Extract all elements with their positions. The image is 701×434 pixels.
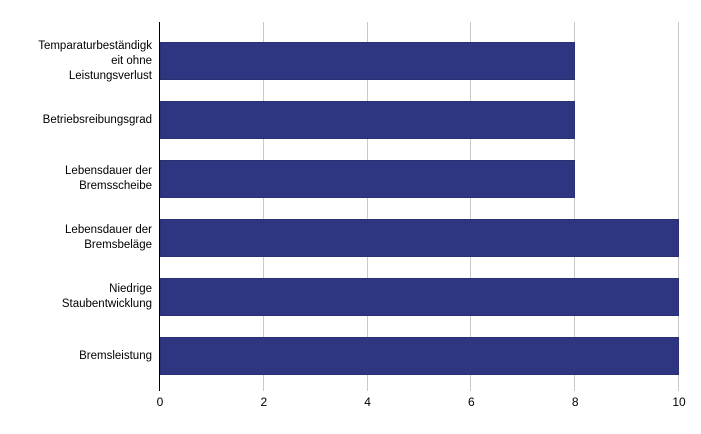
category-axis-labels: Temparaturbeständigk eit ohne Leistungsv… <box>0 22 152 411</box>
gridline-x-10 <box>678 22 679 391</box>
category-label: Niedrige Staubentwicklung <box>61 283 152 310</box>
bar <box>160 160 576 198</box>
gridline-x-6 <box>470 22 472 391</box>
plot-area <box>160 22 679 391</box>
x-tick-label-10: 10 <box>672 395 686 409</box>
bar-row <box>160 160 679 198</box>
gridline-x-4 <box>366 22 368 391</box>
x-tick-label-8: 8 <box>571 395 579 409</box>
bar-row <box>160 42 679 80</box>
bar <box>160 101 576 139</box>
bar-row <box>160 219 679 257</box>
bar <box>160 42 576 80</box>
gridline-x-2 <box>262 22 264 391</box>
y-axis-line <box>158 22 160 391</box>
bar-series <box>160 22 679 391</box>
category-label: Bremsleistung <box>79 349 152 362</box>
bar-row <box>160 337 679 375</box>
bar <box>160 337 679 375</box>
category-label: Betriebsreibungsgrad <box>42 113 152 126</box>
category-label-row: Betriebsreibungsgrad <box>0 101 152 139</box>
category-label-row: Niedrige Staubentwicklung <box>0 278 152 316</box>
bar <box>160 219 679 257</box>
bar-row <box>160 101 679 139</box>
x-tick-label-6: 6 <box>468 395 475 409</box>
x-tick-label-0: 0 <box>156 395 164 409</box>
category-label-row: Bremsleistung <box>0 337 152 375</box>
category-label-row: Lebensdauer der Bremsbeläge <box>0 219 152 257</box>
x-tick-label-2: 2 <box>260 395 268 409</box>
category-label-row: Temparaturbeständigk eit ohne Leistungsv… <box>0 40 152 82</box>
category-label: Temparaturbeständigk eit ohne Leistungsv… <box>38 39 152 82</box>
x-tick-label-4: 4 <box>364 395 371 409</box>
category-label: Lebensdauer der Bremsscheibe <box>65 165 152 192</box>
category-label: Lebensdauer der Bremsbeläge <box>65 224 152 251</box>
bar <box>160 278 679 316</box>
gridline-x-8 <box>574 22 576 391</box>
category-label-row: Lebensdauer der Bremsscheibe <box>0 160 152 198</box>
bar-row <box>160 278 679 316</box>
